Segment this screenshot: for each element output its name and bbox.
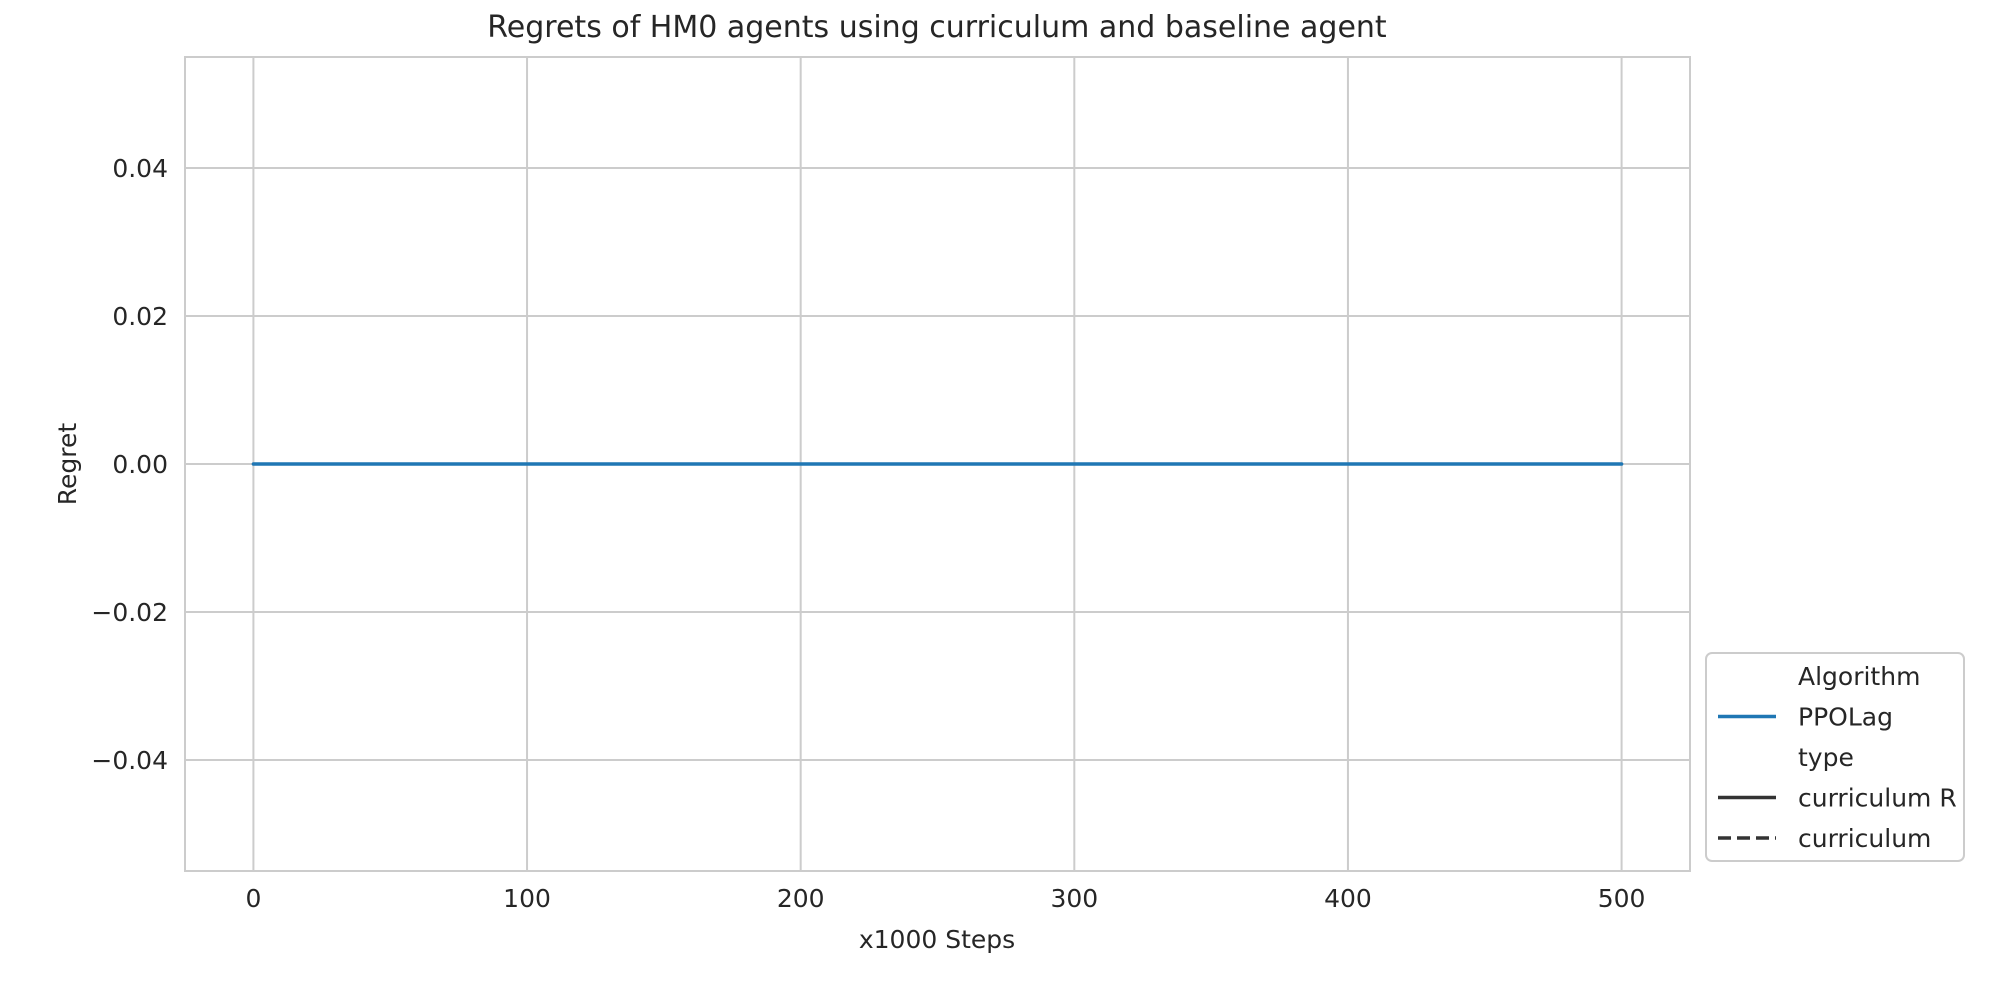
y-tick-label: 0.04 (112, 154, 168, 183)
legend: Algorithm PPOLag type curriculum R curriculu… (1705, 652, 1965, 862)
x-tick-label: 400 (1324, 884, 1372, 913)
legend-group-title: type (1798, 743, 1854, 772)
chart-title: Regrets of HM0 agents using curriculum a… (487, 10, 1387, 45)
x-tick-label: 500 (1598, 884, 1646, 913)
x-tick-label: 0 (245, 884, 261, 913)
plot-frame (184, 56, 1691, 872)
x-tick-label: 200 (777, 884, 825, 913)
legend-box (1705, 652, 1965, 862)
y-tick-label: −0.02 (91, 598, 168, 627)
x-tick-label: 300 (1050, 884, 1098, 913)
legend-label: curriculum R (1798, 784, 1957, 813)
x-axis-label: x1000 Steps (859, 925, 1015, 954)
x-tick-label: 100 (503, 884, 551, 913)
y-tick-label: 0.02 (112, 302, 168, 331)
legend-group-title: Algorithm (1798, 662, 1920, 691)
y-tick-label: 0.00 (112, 450, 168, 479)
y-axis-ticks: 0.04 0.02 0.00 −0.02 −0.04 (91, 154, 168, 775)
x-axis-ticks: 0 100 200 300 400 500 (245, 884, 1645, 913)
legend-label: PPOLag (1798, 703, 1893, 732)
y-axis-label: Regret (53, 423, 82, 506)
y-tick-label: −0.04 (91, 746, 168, 775)
legend-label: curriculum (1798, 824, 1931, 853)
